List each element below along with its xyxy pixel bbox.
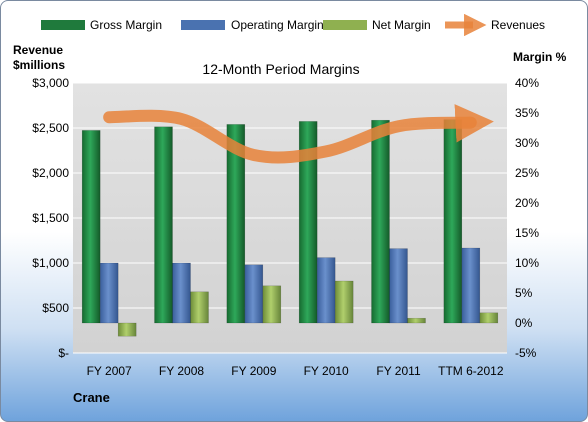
net-margin-bar bbox=[262, 285, 282, 324]
operating-margin-bar bbox=[99, 262, 119, 324]
right-tick-label: 5% bbox=[515, 286, 533, 300]
right-tick-label: 20% bbox=[515, 196, 539, 210]
left-tick-label: $2,500 bbox=[32, 121, 69, 135]
category-label: FY 2009 bbox=[231, 364, 276, 378]
left-axis-title-line2: $millions bbox=[13, 58, 65, 72]
net-margin-bar bbox=[117, 322, 137, 337]
right-tick-label: 25% bbox=[515, 166, 539, 180]
left-tick-label: $1,500 bbox=[32, 211, 69, 225]
category-labels: FY 2007 FY 2008 FY 2009 FY 2010 FY 2011 TTM 6… bbox=[87, 364, 504, 378]
right-axis-title: Margin % bbox=[513, 50, 567, 64]
category-label: FY 2007 bbox=[87, 364, 132, 378]
revenue-line-group bbox=[103, 104, 494, 164]
net-margin-bar bbox=[190, 291, 209, 324]
legend-label-revenues: Revenues bbox=[491, 18, 545, 32]
gross-margin-bar bbox=[154, 126, 173, 324]
category-label: TTM 6-2012 bbox=[438, 364, 504, 378]
left-tick-label: $1,000 bbox=[32, 256, 69, 270]
right-axis-ticks: 40% 35% 30% 25% 20% 15% 10% 5% 0% -5% bbox=[515, 76, 539, 360]
operating-margin-bar bbox=[461, 247, 481, 324]
legend-swatch-gross-margin bbox=[41, 20, 85, 30]
net-margin-bar bbox=[479, 312, 499, 324]
legend-label-net-margin: Net Margin bbox=[372, 18, 431, 32]
left-axis-ticks: $3,000 $2,500 $2,000 $1,500 $1,000 $500 $- bbox=[32, 76, 69, 360]
gross-margin-bar bbox=[371, 119, 390, 324]
category-label: FY 2011 bbox=[376, 364, 421, 378]
legend-label-operating-margin: Operating Margin bbox=[231, 18, 324, 32]
right-tick-label: 15% bbox=[515, 226, 539, 240]
operating-margin-bar bbox=[316, 257, 336, 324]
left-tick-label: $2,000 bbox=[32, 166, 69, 180]
right-tick-label: 35% bbox=[515, 106, 539, 120]
gross-margin-bar bbox=[298, 121, 318, 324]
right-tick-label: -5% bbox=[515, 346, 537, 360]
left-tick-label: $- bbox=[58, 346, 69, 360]
gridlines bbox=[73, 82, 507, 309]
legend-label-gross-margin: Gross Margin bbox=[90, 18, 162, 32]
gross-margin-bar bbox=[443, 119, 463, 324]
right-tick-label: 30% bbox=[515, 136, 539, 150]
left-tick-label: $500 bbox=[42, 301, 69, 315]
right-tick-label: 40% bbox=[515, 76, 539, 90]
left-axis-title-line1: Revenue bbox=[13, 43, 63, 57]
bars bbox=[81, 119, 499, 337]
legend-swatch-operating-margin bbox=[181, 20, 225, 30]
left-tick-label: $3,000 bbox=[32, 76, 69, 90]
operating-margin-bar bbox=[244, 264, 264, 324]
company-label: Crane bbox=[73, 390, 110, 405]
gross-margin-bar bbox=[226, 124, 246, 324]
category-label: FY 2008 bbox=[159, 364, 204, 378]
net-margin-bar bbox=[407, 317, 426, 324]
operating-margin-bar bbox=[389, 248, 408, 324]
net-margin-bar bbox=[334, 280, 354, 324]
operating-margin-bar bbox=[172, 262, 191, 324]
right-tick-label: 0% bbox=[515, 316, 533, 330]
gross-margin-bar bbox=[81, 130, 101, 324]
legend-swatch-net-margin bbox=[323, 20, 367, 30]
legend: Gross Margin Operating Margin Net Margin… bbox=[41, 13, 545, 37]
right-tick-label: 10% bbox=[515, 256, 539, 270]
revenue-line bbox=[103, 104, 494, 164]
chart-title: 12-Month Period Margins bbox=[202, 61, 359, 77]
category-label: FY 2010 bbox=[304, 364, 349, 378]
